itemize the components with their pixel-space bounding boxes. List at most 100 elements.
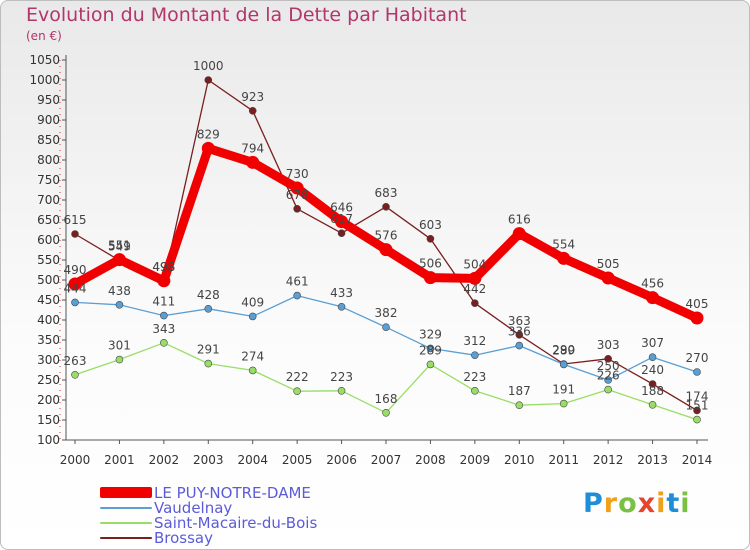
point-saint-macaire-du-bois-2010 (515, 401, 524, 410)
point-brossay-2013 (648, 380, 657, 388)
point-saint-macaire-du-bois-2002 (160, 338, 168, 347)
data-label-saint-macaire-du-bois-2007: 168 (375, 392, 398, 406)
point-le-puy-notre-dame-2014 (690, 311, 704, 325)
point-vaudelnay-2011 (559, 360, 568, 369)
data-label-saint-macaire-du-bois-2012: 226 (597, 369, 620, 383)
data-label-le-puy-notre-dame-2014: 405 (686, 297, 709, 311)
logo-letter: x (637, 488, 657, 519)
data-label-brossay-2004: 923 (241, 90, 264, 104)
logo-letter: o (618, 488, 638, 519)
chart-title: Evolution du Montant de la Dette par Hab… (26, 4, 467, 26)
data-label-le-puy-notre-dame-2006: 646 (330, 201, 353, 215)
point-brossay-2014 (693, 406, 701, 415)
x-tick-label-2006: 2006 (326, 453, 357, 467)
point-le-puy-notre-dame-2002 (157, 274, 171, 288)
logo-letter: t (666, 488, 681, 519)
point-vaudelnay-2010 (515, 341, 524, 350)
y-tick-label-550: 550 (37, 253, 60, 267)
y-tick-label-1000: 1000 (29, 73, 60, 87)
y-tick-label-950: 950 (37, 93, 60, 107)
data-label-brossay-2010: 363 (508, 314, 531, 328)
data-label-vaudelnay-2012: 250 (597, 359, 620, 373)
logo-letter: i (680, 488, 691, 519)
point-brossay-2012 (604, 354, 612, 363)
data-label-saint-macaire-du-bois-2004: 274 (241, 349, 264, 363)
data-label-le-puy-notre-dame-2012: 505 (597, 257, 620, 271)
x-tick-label-2000: 2000 (60, 453, 91, 467)
data-label-le-puy-notre-dame-2002: 498 (152, 260, 175, 274)
y-tick-label-250: 250 (37, 373, 60, 387)
point-saint-macaire-du-bois-2013 (648, 400, 657, 409)
point-brossay-2006 (337, 229, 346, 237)
legend-swatch-vaudelnay (100, 506, 152, 509)
point-saint-macaire-du-bois-2012 (604, 385, 612, 394)
point-brossay-2010 (515, 330, 524, 339)
point-brossay-2000 (71, 230, 79, 238)
y-tick-label-350: 350 (37, 333, 60, 347)
data-label-saint-macaire-du-bois-2003: 291 (197, 343, 220, 357)
point-le-puy-notre-dame-2001 (112, 253, 126, 267)
point-saint-macaire-du-bois-2005 (293, 387, 301, 396)
data-label-saint-macaire-du-bois-2002: 343 (152, 322, 175, 336)
data-label-brossay-2006: 617 (330, 212, 353, 226)
data-label-brossay-2007: 683 (375, 186, 398, 200)
data-label-vaudelnay-2003: 428 (197, 288, 220, 302)
data-label-vaudelnay-2000: 444 (64, 281, 87, 295)
logo-letter: i (656, 488, 667, 519)
point-vaudelnay-2003 (204, 304, 213, 313)
x-tick-label-2010: 2010 (504, 453, 535, 467)
chart-subtitle: (en €) (26, 29, 62, 43)
data-label-brossay-2005: 678 (286, 188, 309, 202)
point-le-puy-notre-dame-2005 (290, 181, 304, 195)
point-saint-macaire-du-bois-2006 (337, 386, 346, 395)
data-label-le-puy-notre-dame-2005: 730 (286, 167, 309, 181)
x-tick-label-2005: 2005 (282, 453, 313, 467)
point-vaudelnay-2006 (337, 302, 346, 311)
data-label-saint-macaire-du-bois-2005: 222 (286, 370, 309, 384)
data-label-brossay-2012: 303 (597, 338, 620, 352)
point-vaudelnay-2008 (426, 344, 435, 353)
data-label-vaudelnay-2005: 461 (286, 275, 309, 289)
data-label-saint-macaire-du-bois-2009: 223 (463, 370, 486, 384)
point-vaudelnay-2005 (293, 291, 301, 300)
point-vaudelnay-2007 (382, 323, 390, 332)
data-label-brossay-2003: 1000 (193, 59, 224, 73)
data-label-le-puy-notre-dame-2010: 616 (508, 213, 531, 227)
x-tick-label-2012: 2012 (593, 453, 624, 467)
y-tick-label-500: 500 (37, 273, 60, 287)
data-label-saint-macaire-du-bois-2014: 151 (686, 399, 709, 413)
y-tick-label-300: 300 (37, 353, 60, 367)
legend-label-saint-macaire-du-bois: Saint-Macaire-du-Bois (154, 513, 318, 532)
point-le-puy-notre-dame-2009 (468, 271, 482, 285)
point-brossay-2009 (471, 299, 479, 308)
point-brossay-2004 (248, 107, 257, 115)
proxiti-logo: Proxiti (583, 488, 691, 519)
point-saint-macaire-du-bois-2000 (71, 370, 79, 379)
point-le-puy-notre-dame-2006 (335, 215, 349, 229)
data-label-brossay-2008: 603 (419, 218, 442, 232)
point-le-puy-notre-dame-2012 (601, 271, 615, 285)
y-tick-label-750: 750 (37, 173, 60, 187)
data-label-brossay-2000: 615 (64, 213, 87, 227)
y-tick-label-600: 600 (37, 233, 60, 247)
point-brossay-2007 (382, 203, 390, 211)
data-label-saint-macaire-du-bois-2010: 187 (508, 384, 531, 398)
point-saint-macaire-du-bois-2009 (471, 386, 479, 395)
point-le-puy-notre-dame-2008 (423, 271, 437, 285)
point-saint-macaire-du-bois-2003 (204, 359, 213, 368)
data-label-brossay-2009: 442 (463, 282, 486, 296)
point-vaudelnay-2001 (115, 300, 124, 309)
data-label-saint-macaire-du-bois-2011: 191 (552, 383, 575, 397)
data-label-le-puy-notre-dame-2013: 456 (641, 277, 664, 291)
x-tick-label-2007: 2007 (371, 453, 402, 467)
legend-swatch-brossay (100, 536, 152, 539)
x-tick-label-2008: 2008 (415, 453, 446, 467)
point-brossay-2003 (204, 76, 213, 84)
point-saint-macaire-du-bois-2004 (248, 366, 257, 375)
data-label-brossay-2002: 498 (152, 260, 175, 274)
x-tick-label-2004: 2004 (237, 453, 268, 467)
point-vaudelnay-2013 (648, 353, 657, 362)
x-tick-label-2009: 2009 (460, 453, 491, 467)
legend-label-vaudelnay: Vaudelnay (154, 498, 233, 517)
y-tick-label-850: 850 (37, 133, 60, 147)
